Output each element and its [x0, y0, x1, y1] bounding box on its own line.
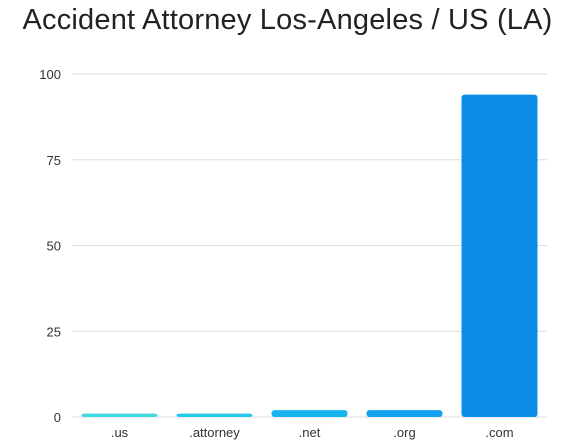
y-tick-label: 75: [47, 153, 61, 168]
bar-org: [366, 410, 443, 417]
x-category-label: .attorney: [189, 425, 240, 440]
y-tick-label: 50: [47, 239, 61, 254]
x-category-label: .org: [393, 425, 415, 440]
bar-net: [271, 410, 348, 417]
bar-com: [461, 94, 538, 417]
bar-us: [81, 413, 158, 417]
x-axis-category-labels: .us .attorney .net .org .com: [111, 425, 514, 440]
y-tick-label: 25: [47, 324, 61, 339]
x-category-label: .com: [485, 425, 513, 440]
y-axis-tick-labels: 0 25 50 75 100: [39, 67, 61, 425]
x-category-label: .net: [299, 425, 321, 440]
y-tick-label: 100: [39, 67, 61, 82]
chart-title: Accident Attorney Los-Angeles / US (LA): [22, 4, 553, 36]
bar-attorney: [176, 413, 253, 417]
y-tick-label: 0: [54, 410, 61, 425]
x-category-label: .us: [111, 425, 129, 440]
bars: [81, 94, 538, 417]
